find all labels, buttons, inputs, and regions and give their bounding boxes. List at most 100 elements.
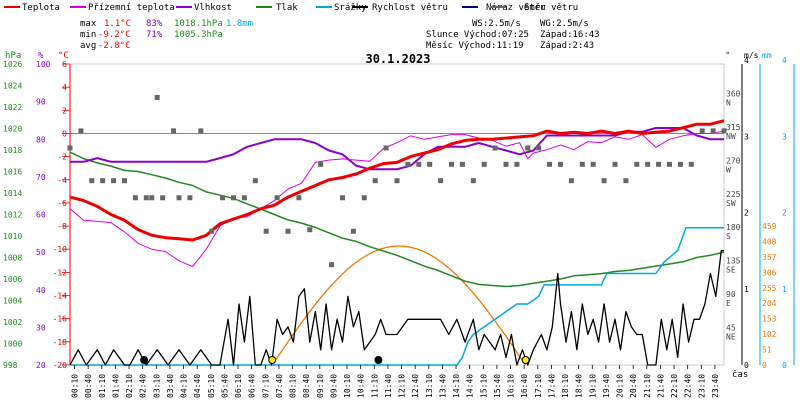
temperature-tick: -16 [53,315,68,324]
wind-direction-point [231,195,236,201]
temperature-tick: -8 [57,222,67,231]
stats-max-temp: 1.1°C [104,19,131,29]
legend-label: Přízemní teplota [88,3,175,13]
wind-direction-point [111,178,117,184]
direction-label: N [726,98,731,107]
humidity-tick: 50 [36,248,46,257]
precip-tick: 102 [762,330,777,339]
x-tick-label: 18:40 [575,374,584,398]
x-tick-label: 19:10 [588,374,597,398]
grid [69,63,725,366]
pressure-tick: 1008 [3,254,22,263]
wind-speed-line [69,249,724,366]
pressure-tick: 1026 [3,60,22,69]
wind-tick: 4 [744,56,749,65]
wind-direction-point [416,161,422,167]
direction-label: S [726,232,731,241]
direction-tick: 135 [726,257,741,266]
x-tick-label: 11:10 [370,374,379,398]
precip-tick: 0 [762,361,767,370]
precip-tick: 51 [762,346,772,355]
moon-event-marker [140,356,149,364]
series-layer [67,94,727,366]
precip-mm-tick: 1 [782,285,787,294]
legend-label: Směr větru [524,3,578,13]
wind-direction-point [634,161,640,167]
temperature-line [69,119,725,242]
x-tick-label: 02:40 [139,374,148,398]
x-tick-label: 13:40 [438,374,447,398]
pressure-tick: 1000 [3,340,22,349]
wind-direction-point [514,161,520,167]
x-tick-label: 14:10 [452,374,461,398]
wind-direction-point [154,94,160,100]
x-tick-label: 22:40 [684,374,693,398]
legend-item-pressure: Tlak [256,3,298,13]
wind-direction-point [405,161,411,167]
wind-direction-point [160,195,166,201]
wind-direction-point [149,195,155,201]
x-tick-label: 03:10 [152,374,161,398]
temperature-tick: 6 [62,60,67,69]
wind-direction-point [612,161,618,167]
x-tick-label: 23:40 [711,374,720,398]
sun-arc [271,245,527,366]
legend-label: Rychlost větru [372,3,448,13]
direction-tick: 225 [726,190,741,199]
temperature-tick: -20 [53,361,68,370]
wind-direction-point [78,128,84,134]
wind-direction-point [710,128,716,134]
stats-block: max 1.1°C 83% 1018.1hPa 1.8mm min -9.2°C… [80,19,253,51]
humidity-tick: 100 [36,60,51,69]
x-tick-label: 16:10 [507,374,516,398]
wind-direction-point [688,161,694,167]
x-tick-label: 05:10 [207,374,216,398]
wind-direction-point [318,161,324,167]
wind-direction-point [492,145,498,151]
astro-moon-rise: Měsíc Východ:11:19 [426,41,524,51]
wind-direction-point [143,195,149,201]
temperature-tick: -10 [53,245,68,254]
pressure-tick: 998 [3,361,18,370]
precip-tick: 255 [762,284,777,293]
humidity-unit: % [38,51,44,61]
astro-ws: WS:2.5m/s [472,19,521,29]
x-tick-label: 01:40 [111,374,120,398]
pressure-tick: 1016 [3,168,22,177]
precip-mm-tick: 3 [782,132,787,141]
legend-label: Srážky [334,3,367,13]
stats-max-hum: 83% [146,19,163,29]
wind-direction-point [340,195,345,201]
wind-direction-point [274,195,280,201]
stats-max-press: 1018.1hPa [174,19,223,29]
legend-label: Náraz větru [486,3,546,13]
temperature-tick: -14 [53,292,68,301]
direction-label: SW [726,199,736,208]
temperature-tick: -18 [53,338,68,347]
wind-direction-point [427,161,433,167]
x-tick-label: 04:10 [180,374,189,398]
x-tick-label: 21:10 [643,374,652,398]
astro-moon-set: Západ:2:43 [540,41,594,51]
astro-wg: WG:2.5m/s [540,19,589,29]
temperature-tick: 4 [62,83,67,92]
x-tick-label: 22:10 [670,374,679,398]
x-tick-label: 23:10 [697,374,706,398]
pressure-tick: 1004 [3,297,22,306]
wind-direction-point [645,161,651,167]
astro-sun-rise: Slunce Východ:07:25 [426,30,529,40]
direction-tick: 315 [726,123,741,132]
wind-direction-point [372,178,378,184]
direction-tick: 180 [726,223,741,232]
wind-tick: 2 [744,209,749,218]
wind-direction-point [132,195,138,201]
x-axis-labels: 00:10 00:40 01:10 01:40 02:10 02:40 03:10 03:40… [71,365,720,398]
temperature-unit: °C [58,51,69,61]
wind-direction-point [525,145,531,151]
x-tick-label: 17:40 [547,374,556,398]
x-tick-label: 00:40 [84,374,93,398]
humidity-tick: 60 [36,211,46,220]
temperature-tick: -2 [57,153,67,162]
direction-tick: 360 [726,89,741,98]
wind-direction-point [590,161,596,167]
